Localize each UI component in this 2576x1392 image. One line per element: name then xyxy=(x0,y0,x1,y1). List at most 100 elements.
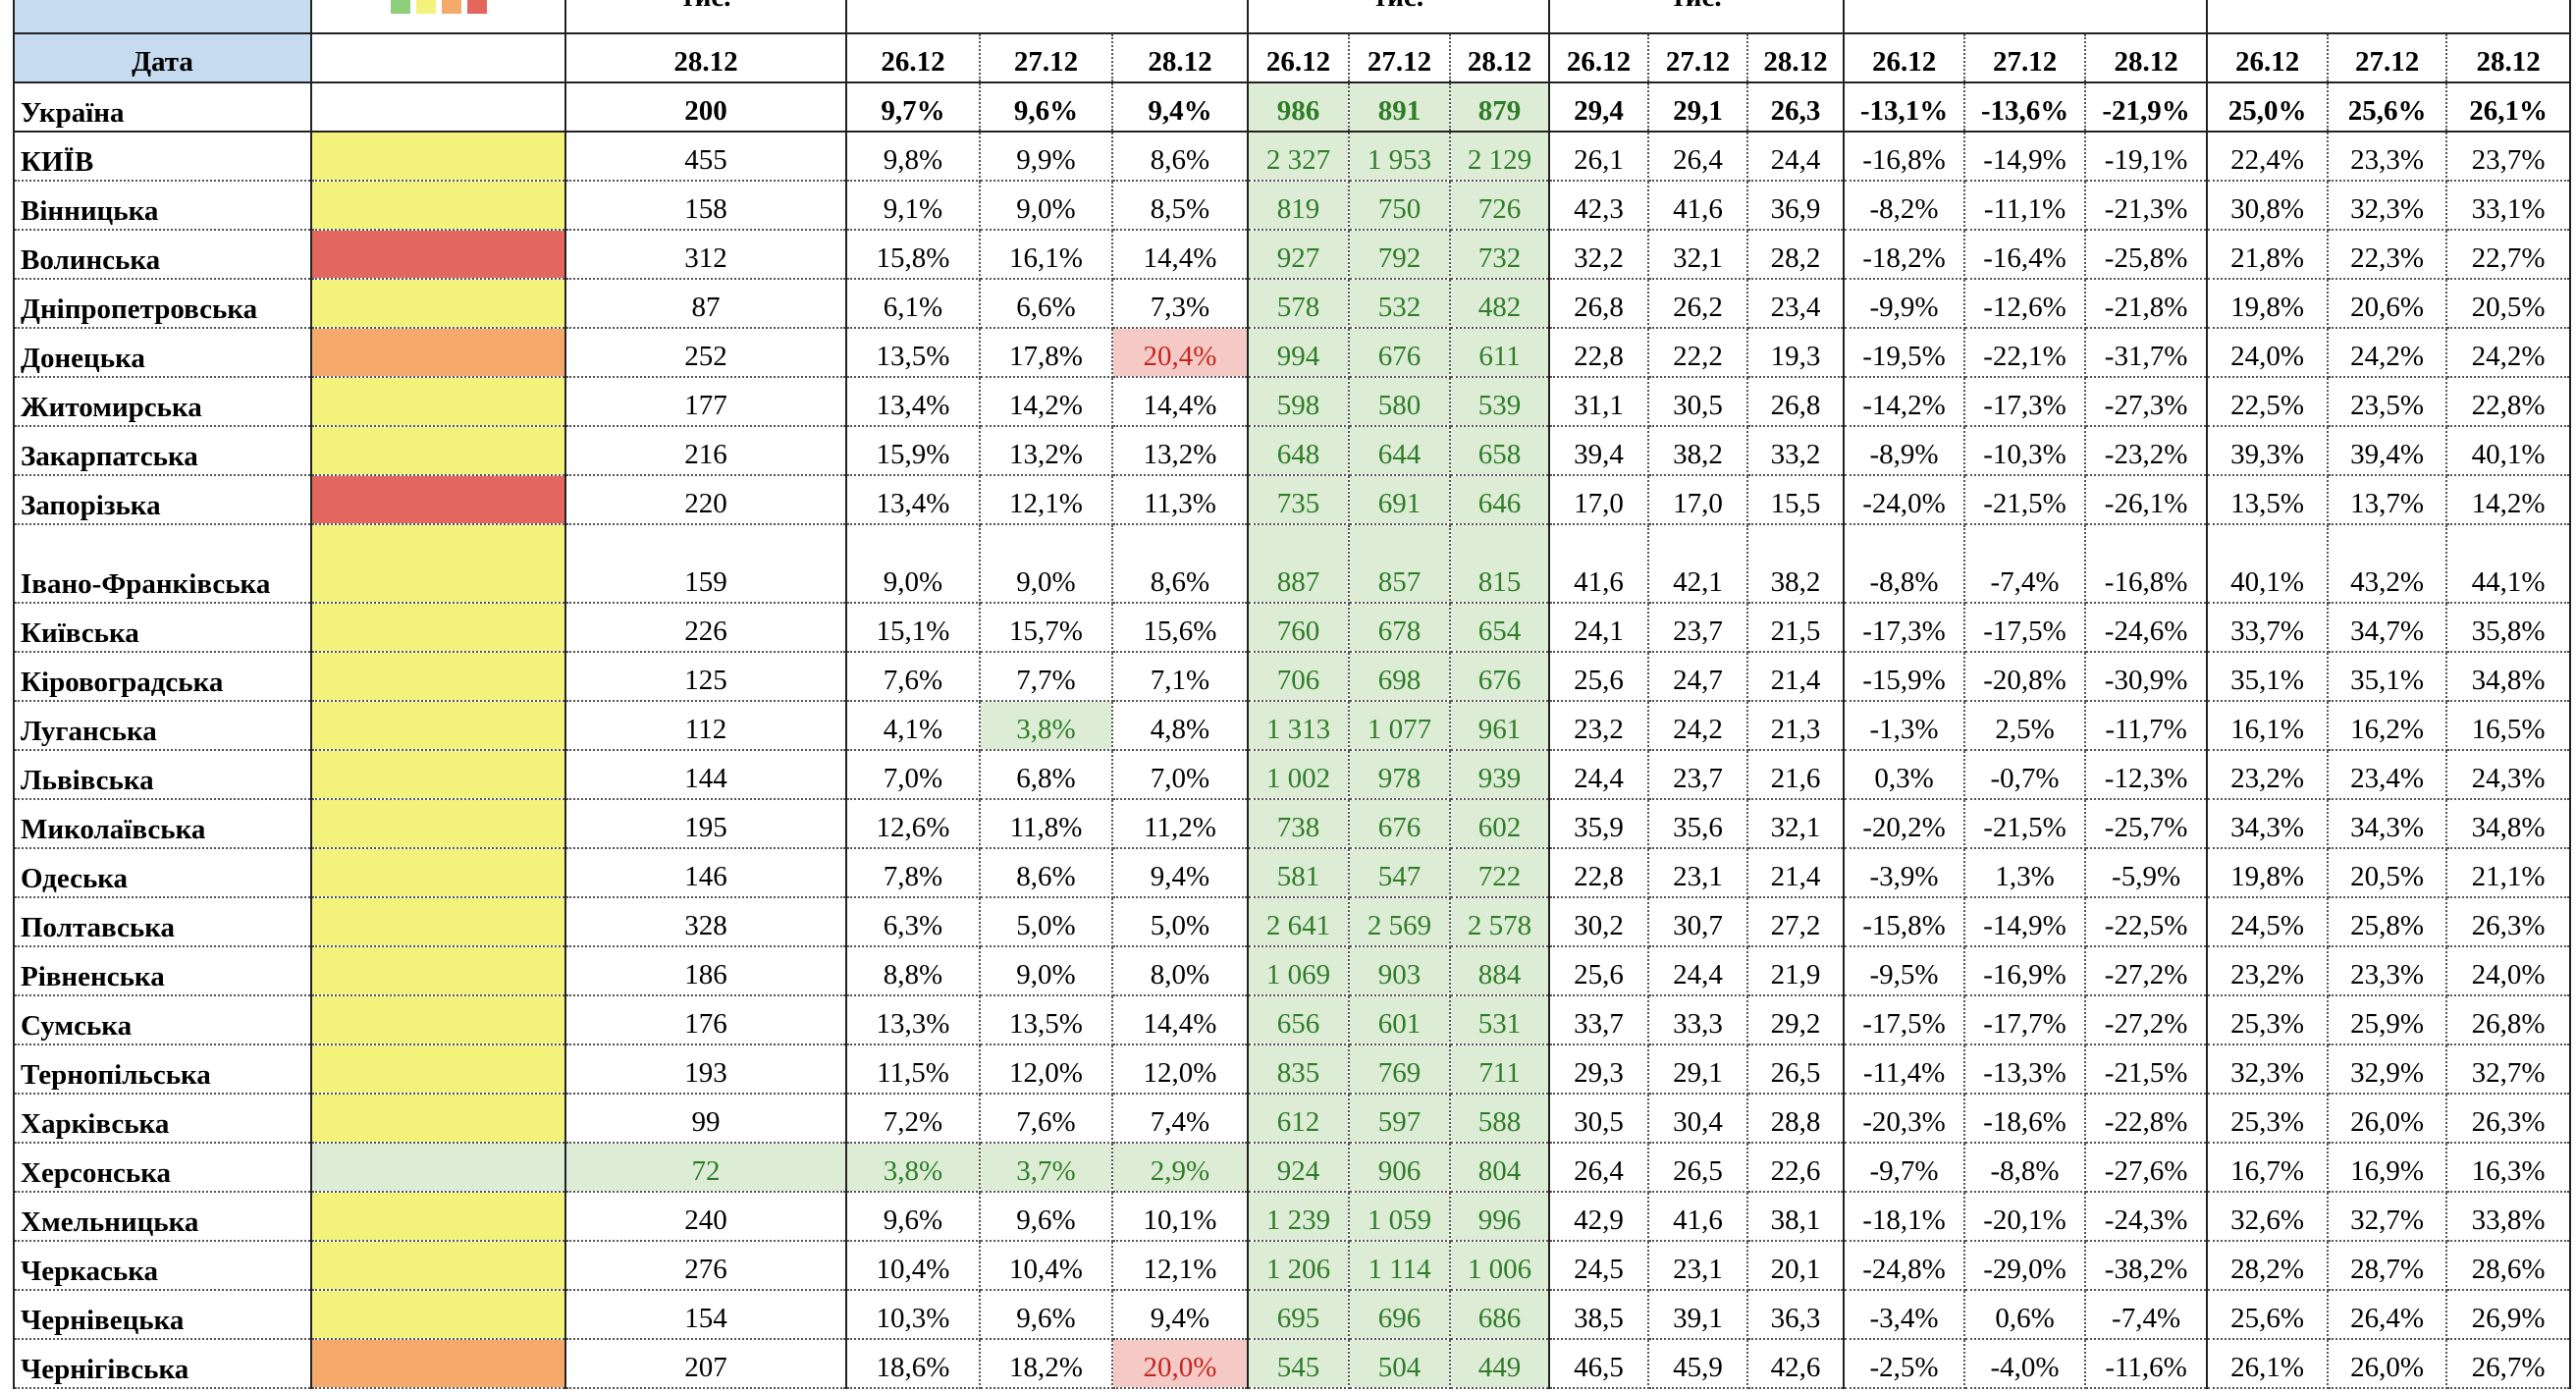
region-name: Чернігівська xyxy=(13,1339,312,1389)
value-cell: 39,4% xyxy=(2328,426,2448,476)
value-cell: -14,2% xyxy=(1844,377,1966,427)
value-cell: -11,4% xyxy=(1844,1044,1966,1095)
value-cell: -11,6% xyxy=(2085,1339,2209,1389)
value-cell: 35,9 xyxy=(1549,799,1650,849)
value-cell: 23,7 xyxy=(1648,750,1749,800)
value-cell: -38,2% xyxy=(2085,1241,2209,1291)
value-cell: 34,7% xyxy=(2328,603,2448,653)
value-cell: -24,8% xyxy=(1844,1241,1966,1291)
value-cell: -20,8% xyxy=(1964,652,2087,702)
header-date: 27.12 xyxy=(980,33,1113,83)
value-cell: 482 xyxy=(1450,279,1551,329)
value-cell: 328 xyxy=(565,897,847,947)
value-cell: -25,8% xyxy=(2085,230,2209,280)
value-cell: 6,1% xyxy=(846,279,981,329)
header-date: 26.12 xyxy=(2207,33,2330,83)
value-cell: 112 xyxy=(565,701,847,751)
value-cell: 19,8% xyxy=(2207,848,2330,898)
value-cell: 13,2% xyxy=(1112,426,1250,476)
region-row: Одеська 146 7,8% 8,6% 9,4% 581 547 722 22,8 23,1 2… xyxy=(13,848,2572,898)
region-name: Херсонська xyxy=(13,1143,312,1193)
value-cell: 25,3% xyxy=(2207,995,2330,1045)
status-cell xyxy=(311,524,566,604)
top-strip: тис.тис.тис. xyxy=(13,0,2572,34)
value-cell: 9,0% xyxy=(846,524,981,604)
region-row: Хмельницька 240 9,6% 9,6% 10,1% 1 239 1 059 996… xyxy=(13,1192,2572,1242)
region-row: Сумська 176 13,3% 13,5% 14,4% 656 601 531 33,7 33… xyxy=(13,995,2572,1045)
value-cell: 927 xyxy=(1248,230,1351,280)
value-cell: 531 xyxy=(1450,995,1551,1045)
value-cell: 580 xyxy=(1349,377,1452,427)
value-cell: 14,4% xyxy=(1112,230,1250,280)
value-cell: 9,4% xyxy=(1112,82,1250,133)
value-cell: 12,0% xyxy=(1112,1044,1250,1095)
value-cell: 676 xyxy=(1349,328,1452,378)
value-cell: -24,0% xyxy=(1844,475,1966,525)
value-cell: 35,8% xyxy=(2446,603,2572,653)
value-cell: 7,1% xyxy=(1112,652,1250,702)
value-cell: -17,7% xyxy=(1964,995,2087,1045)
value-cell: 13,3% xyxy=(846,995,981,1045)
status-cell xyxy=(311,328,566,378)
status-cell xyxy=(311,1143,566,1193)
total-row: Україна 200 9,7% 9,6% 9,4% 986 891 879 29,4 29,1 2… xyxy=(13,82,2572,133)
value-cell: 1 953 xyxy=(1349,132,1452,182)
value-cell: 961 xyxy=(1450,701,1551,751)
value-cell: 884 xyxy=(1450,946,1551,996)
region-row: Волинська 312 15,8% 16,1% 14,4% 927 792 732 32,2… xyxy=(13,230,2572,280)
value-cell: 26,8 xyxy=(1549,279,1650,329)
value-cell: 23,3% xyxy=(2328,946,2448,996)
region-row: Запорізька 220 13,4% 12,1% 11,3% 735 691 646 17,… xyxy=(13,475,2572,525)
value-cell: 20,4% xyxy=(1112,328,1250,378)
region-name: Черкаська xyxy=(13,1241,312,1291)
value-cell: 159 xyxy=(565,524,847,604)
header-date: 28.12 xyxy=(2446,33,2572,83)
value-cell: -20,2% xyxy=(1844,799,1966,849)
value-cell: 23,3% xyxy=(2328,132,2448,182)
value-cell: 12,1% xyxy=(980,475,1113,525)
value-cell: 9,6% xyxy=(980,1290,1113,1340)
value-cell: 25,6 xyxy=(1549,652,1650,702)
value-cell: 39,4 xyxy=(1549,426,1650,476)
value-cell: 686 xyxy=(1450,1290,1551,1340)
value-cell: -9,5% xyxy=(1844,946,1966,996)
value-cell: 10,3% xyxy=(846,1290,981,1340)
value-cell: 14,4% xyxy=(1112,995,1250,1045)
value-cell: 15,9% xyxy=(846,426,981,476)
value-cell: 20,1 xyxy=(1747,1241,1846,1291)
header-row: Дата 28.12 26.12 27.12 28.12 26.12 27.12 28.12 2… xyxy=(13,33,2572,83)
value-cell: 35,1% xyxy=(2328,652,2448,702)
value-cell: 99 xyxy=(565,1094,847,1144)
value-cell: 24,4 xyxy=(1549,750,1650,800)
value-cell: 13,4% xyxy=(846,377,981,427)
region-name: Вінницька xyxy=(13,181,312,231)
value-cell: 24,0% xyxy=(2446,946,2572,996)
value-cell: -3,9% xyxy=(1844,848,1966,898)
value-cell: 23,5% xyxy=(2328,377,2448,427)
value-cell: -11,7% xyxy=(2085,701,2209,751)
value-cell: 13,2% xyxy=(980,426,1113,476)
value-cell: 72 xyxy=(565,1143,847,1193)
value-cell: -0,7% xyxy=(1964,750,2087,800)
region-name: Дніпропетровська xyxy=(13,279,312,329)
value-cell: 39,3% xyxy=(2207,426,2330,476)
value-cell: 41,6 xyxy=(1648,1192,1749,1242)
blank xyxy=(2207,0,2572,34)
header-date: 28.12 xyxy=(565,33,847,83)
value-cell: -27,3% xyxy=(2085,377,2209,427)
region-row: Миколаївська 195 12,6% 11,8% 11,2% 738 676 602 3… xyxy=(13,799,2572,849)
value-cell: -27,2% xyxy=(2085,946,2209,996)
value-cell: 532 xyxy=(1349,279,1452,329)
value-cell: -16,4% xyxy=(1964,230,2087,280)
value-cell: -27,2% xyxy=(2085,995,2209,1045)
value-cell: 195 xyxy=(565,799,847,849)
value-cell: 9,4% xyxy=(1112,848,1250,898)
value-cell: -8,8% xyxy=(1844,524,1966,604)
value-cell: -3,4% xyxy=(1844,1290,1966,1340)
value-cell: -31,7% xyxy=(2085,328,2209,378)
value-cell: 42,1 xyxy=(1648,524,1749,604)
value-cell: 815 xyxy=(1450,524,1551,604)
value-cell: 581 xyxy=(1248,848,1351,898)
value-cell: 10,4% xyxy=(846,1241,981,1291)
status-cell xyxy=(311,946,566,996)
